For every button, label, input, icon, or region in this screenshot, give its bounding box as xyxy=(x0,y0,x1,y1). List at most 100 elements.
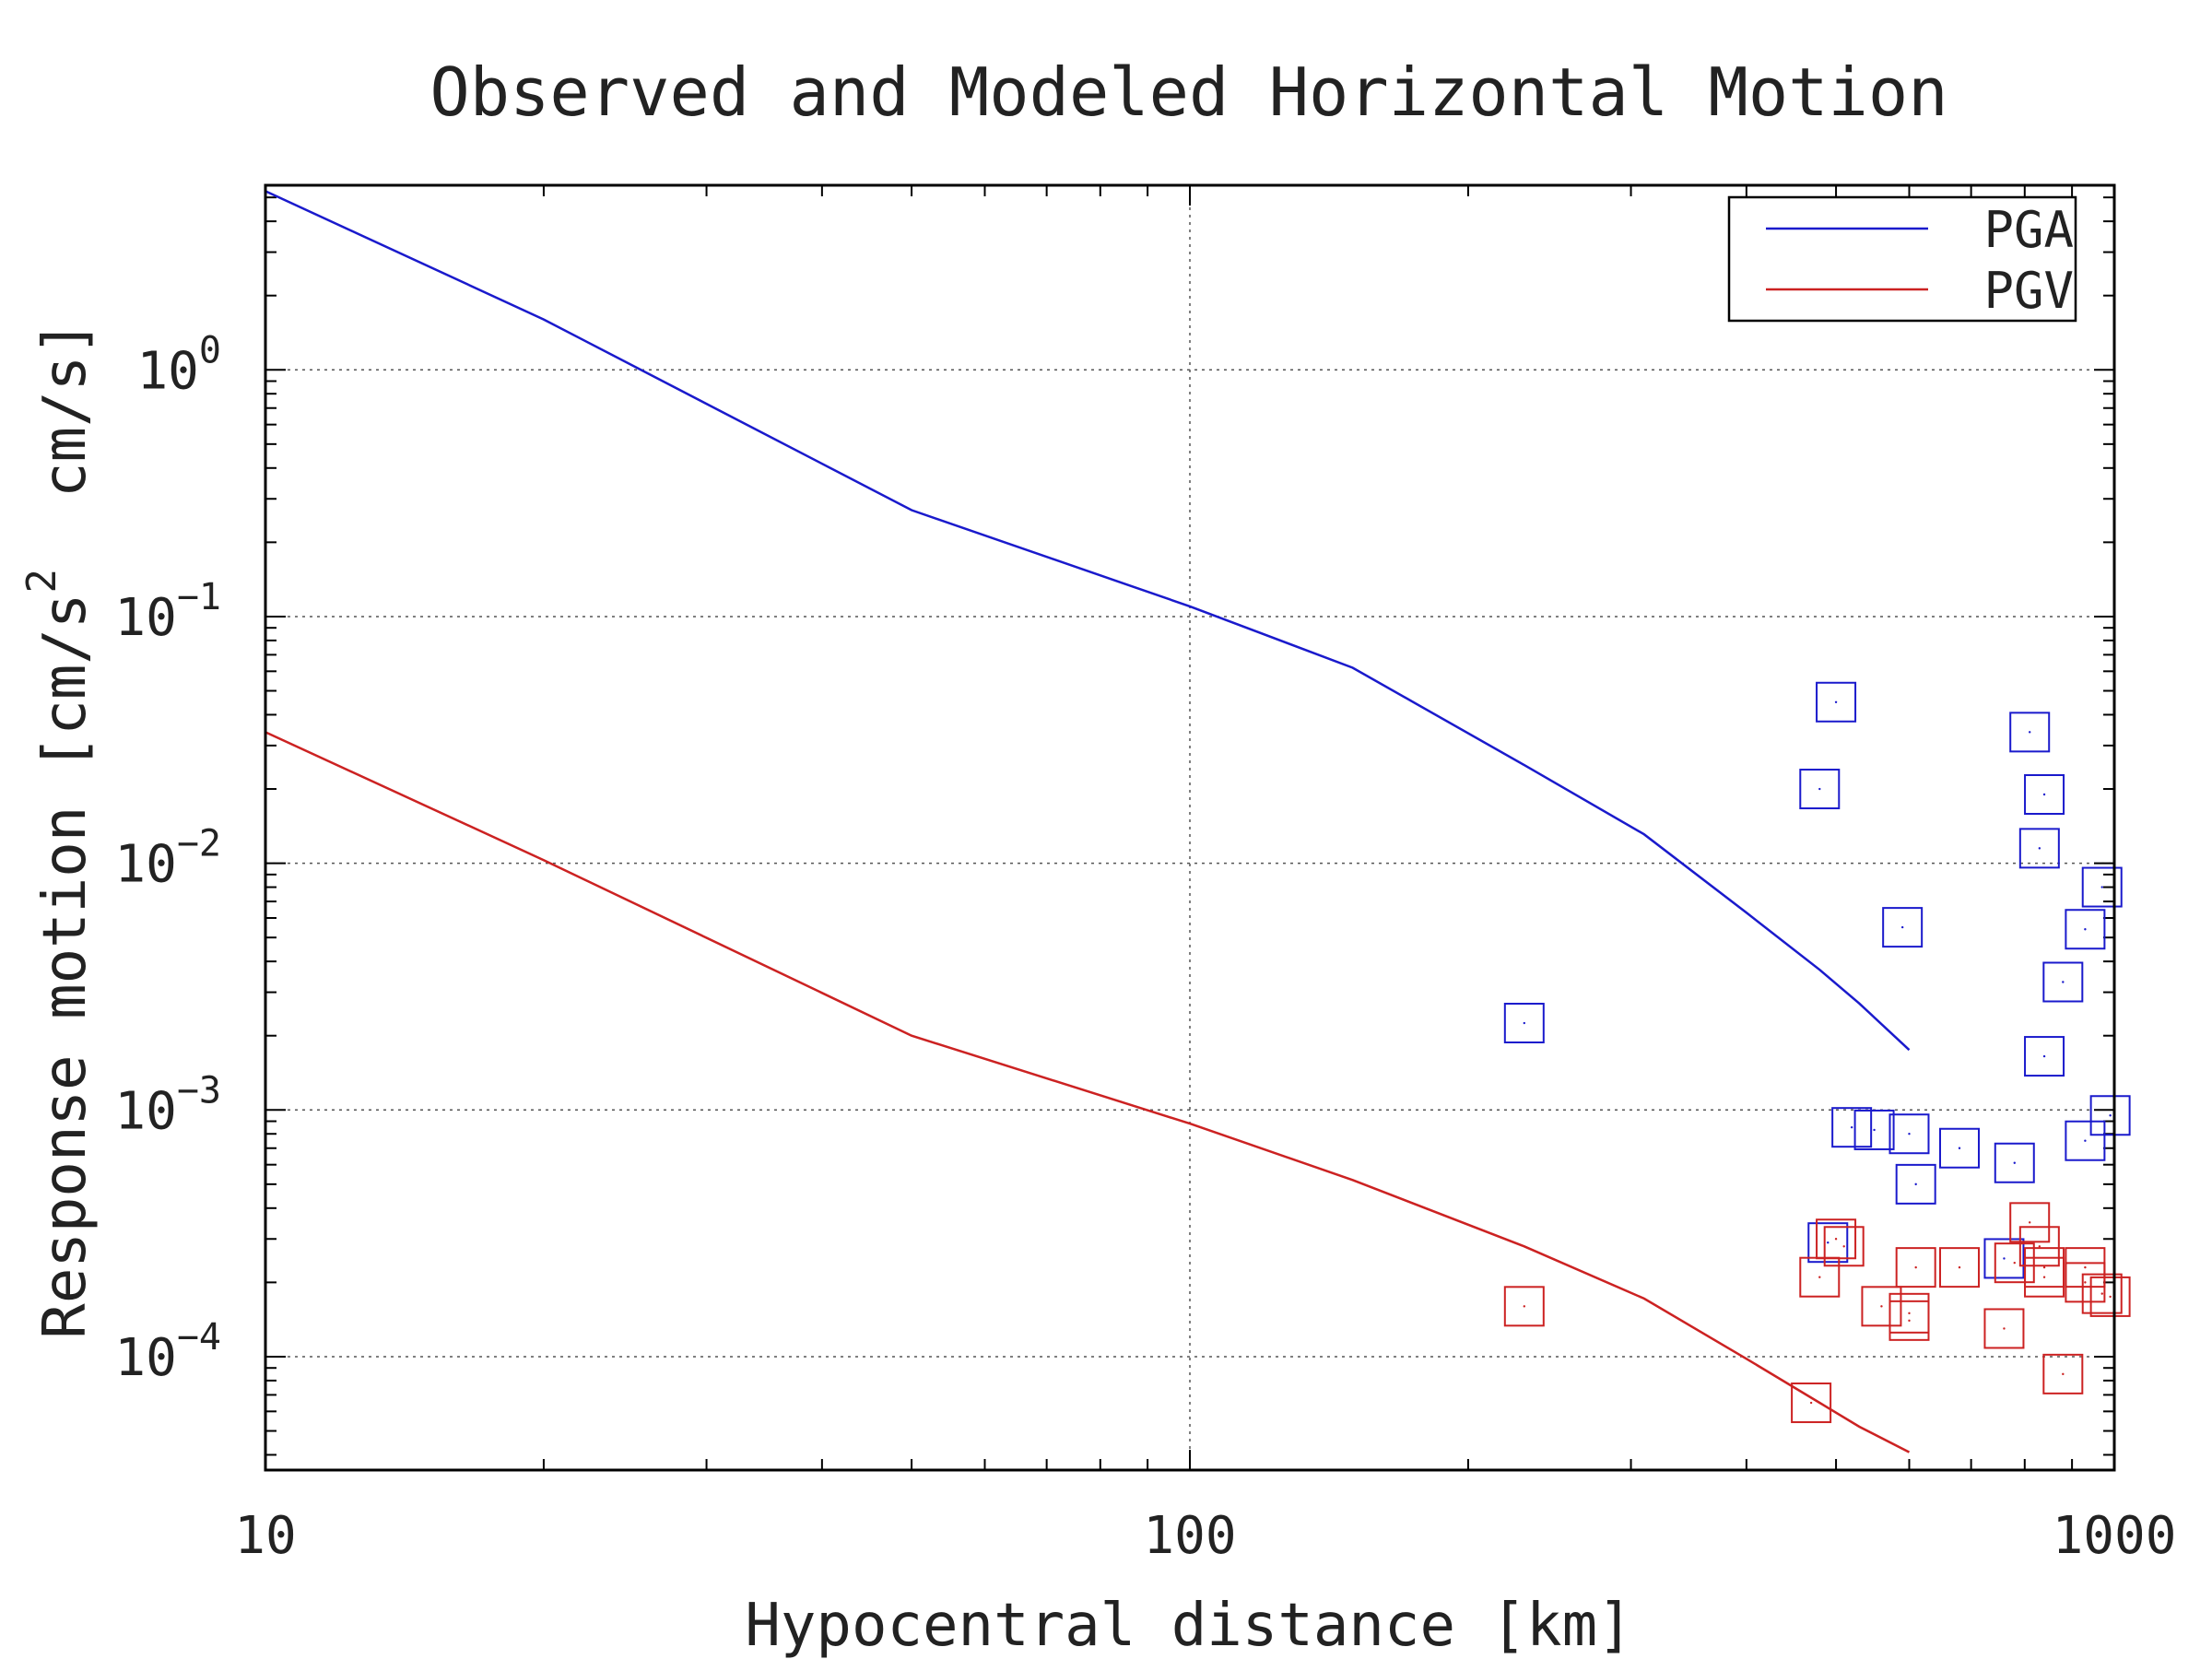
y-tick-exponent: −1 xyxy=(177,576,221,618)
y-tick-exponent: −4 xyxy=(177,1316,221,1359)
data-point-pga xyxy=(2065,1120,2106,1161)
data-point-center-pga xyxy=(1958,1147,1961,1149)
data-point-pga xyxy=(2018,828,2060,869)
data-point-center-pgv xyxy=(1818,1276,1821,1278)
data-point-pga xyxy=(1853,1109,1895,1150)
x-tick-labels: 10 100 1000 xyxy=(234,1506,2176,1566)
data-point-center-pgv xyxy=(1809,1401,1813,1405)
data-point-center-pga xyxy=(2084,928,2087,931)
data-point-pga xyxy=(1799,769,1841,810)
y-tick-label: 100 xyxy=(136,329,221,401)
data-point-pga xyxy=(1895,1163,1936,1205)
y-tick-base: 10 xyxy=(136,341,198,401)
data-point-pgv xyxy=(2089,1276,2131,1317)
x-axis-label: Hypocentral distance [km] xyxy=(745,1592,1632,1659)
data-point-pga xyxy=(2024,1036,2065,1077)
data-point-pga xyxy=(1888,1113,1930,1155)
data-point-center-pga xyxy=(2029,731,2031,734)
data-point-pgv xyxy=(1791,1382,1832,1424)
data-point-center-pga xyxy=(1827,1241,1830,1244)
data-point-center-pga xyxy=(1850,1125,1853,1129)
data-point-center-pga xyxy=(2042,1054,2046,1058)
y-tick-base: 10 xyxy=(114,1081,176,1141)
data-point-center-pgv xyxy=(2109,1295,2112,1299)
data-point-center-pgv xyxy=(2100,1292,2103,1295)
data-point-pgv xyxy=(1888,1292,1930,1334)
data-point-pga xyxy=(2042,961,2084,1003)
y-axis-label-superscript: 2 xyxy=(18,569,65,594)
plot-frame xyxy=(264,183,2116,1472)
data-point-pgv xyxy=(2009,1202,2051,1243)
chart-title: Observed and Modeled Horizontal Motion xyxy=(429,53,1947,131)
data-point-pga xyxy=(1503,1003,1545,1044)
series-line-pgv xyxy=(265,731,1911,1453)
legend-box xyxy=(1727,195,2077,323)
grid xyxy=(265,185,2114,1470)
data-point-center-pga xyxy=(2013,1161,2016,1164)
data-point-pgv xyxy=(2042,1353,2084,1394)
data-point-pgv xyxy=(1895,1247,1936,1288)
data-point-center-pgv xyxy=(2042,1276,2046,1278)
y-tick-label: 10−3 xyxy=(114,1069,221,1141)
data-point-pgv xyxy=(2065,1262,2106,1303)
y-tick-exponent: 0 xyxy=(199,329,221,371)
x-tick-label: 10 xyxy=(234,1506,296,1566)
legend-label-pga: PGA xyxy=(1983,201,2074,259)
data-point-pgv xyxy=(1983,1308,2025,1349)
data-point-center-pga xyxy=(1834,700,1838,703)
axis-ticks xyxy=(265,185,2114,1470)
y-axis-label-tail: cm/s] xyxy=(31,320,100,569)
data-point-pgv xyxy=(1503,1286,1545,1327)
data-point-center-pgv xyxy=(1880,1305,1883,1308)
data-point-pgv xyxy=(1861,1286,1902,1327)
data-point-pga xyxy=(1831,1107,1873,1148)
data-point-center-pga xyxy=(1908,1133,1911,1135)
data-point-center-pga xyxy=(2109,1114,2112,1117)
data-point-center-pga xyxy=(1818,787,1821,791)
data-point-pgv xyxy=(1823,1226,1865,1267)
data-point-center-pgv xyxy=(2084,1281,2087,1284)
data-point-center-pgv xyxy=(1958,1265,1961,1269)
data-point-center-pga xyxy=(2038,847,2041,850)
data-point-pga xyxy=(1939,1127,1981,1169)
y-tick-label: 10−1 xyxy=(114,576,221,648)
data-point-center-pgv xyxy=(2084,1265,2087,1269)
data-point-center-pgv xyxy=(2013,1261,2016,1265)
y-axis-label: Response motion [cm/s2 cm/s] xyxy=(18,320,100,1338)
y-tick-exponent: −3 xyxy=(177,1069,221,1112)
data-point-center-pga xyxy=(2003,1257,2006,1260)
data-point-pga xyxy=(2009,712,2051,753)
data-point-pga xyxy=(2089,1095,2131,1136)
y-tick-label: 10−2 xyxy=(114,823,221,895)
data-point-pga xyxy=(2024,773,2065,815)
y-tick-base: 10 xyxy=(114,835,176,895)
data-point-center-pgv xyxy=(2003,1327,2006,1330)
data-point-center-pga xyxy=(2084,1139,2087,1142)
series xyxy=(265,190,2131,1453)
y-tick-base: 10 xyxy=(114,588,176,648)
data-point-pgv xyxy=(1939,1247,1981,1288)
data-point-pgv xyxy=(2081,1273,2123,1314)
legend-label-pgv: PGV xyxy=(1983,262,2074,320)
data-point-center-pgv xyxy=(2029,1221,2031,1224)
series-line-pga xyxy=(265,190,1911,1052)
data-point-center-pga xyxy=(1873,1128,1876,1132)
data-point-pgv xyxy=(1816,1218,1857,1260)
data-point-center-pgv xyxy=(1834,1238,1838,1241)
y-tick-base: 10 xyxy=(114,1328,176,1388)
data-point-pga xyxy=(1882,907,1924,948)
data-point-center-pgv xyxy=(1914,1265,1917,1269)
data-point-pga xyxy=(1816,681,1857,723)
data-point-pgv xyxy=(2018,1226,2060,1267)
data-point-center-pgv xyxy=(2042,1265,2046,1269)
data-point-center-pga xyxy=(2062,981,2065,983)
data-point-center-pga xyxy=(2100,886,2103,888)
data-point-pga xyxy=(1983,1238,2025,1279)
data-point-pga xyxy=(2065,909,2106,950)
data-point-center-pgv xyxy=(2062,1372,2065,1376)
y-tick-exponent: −2 xyxy=(177,823,221,865)
data-point-pga xyxy=(1994,1142,2035,1183)
data-point-pgv xyxy=(1994,1242,2035,1284)
x-tick-label: 100 xyxy=(1143,1506,1236,1566)
